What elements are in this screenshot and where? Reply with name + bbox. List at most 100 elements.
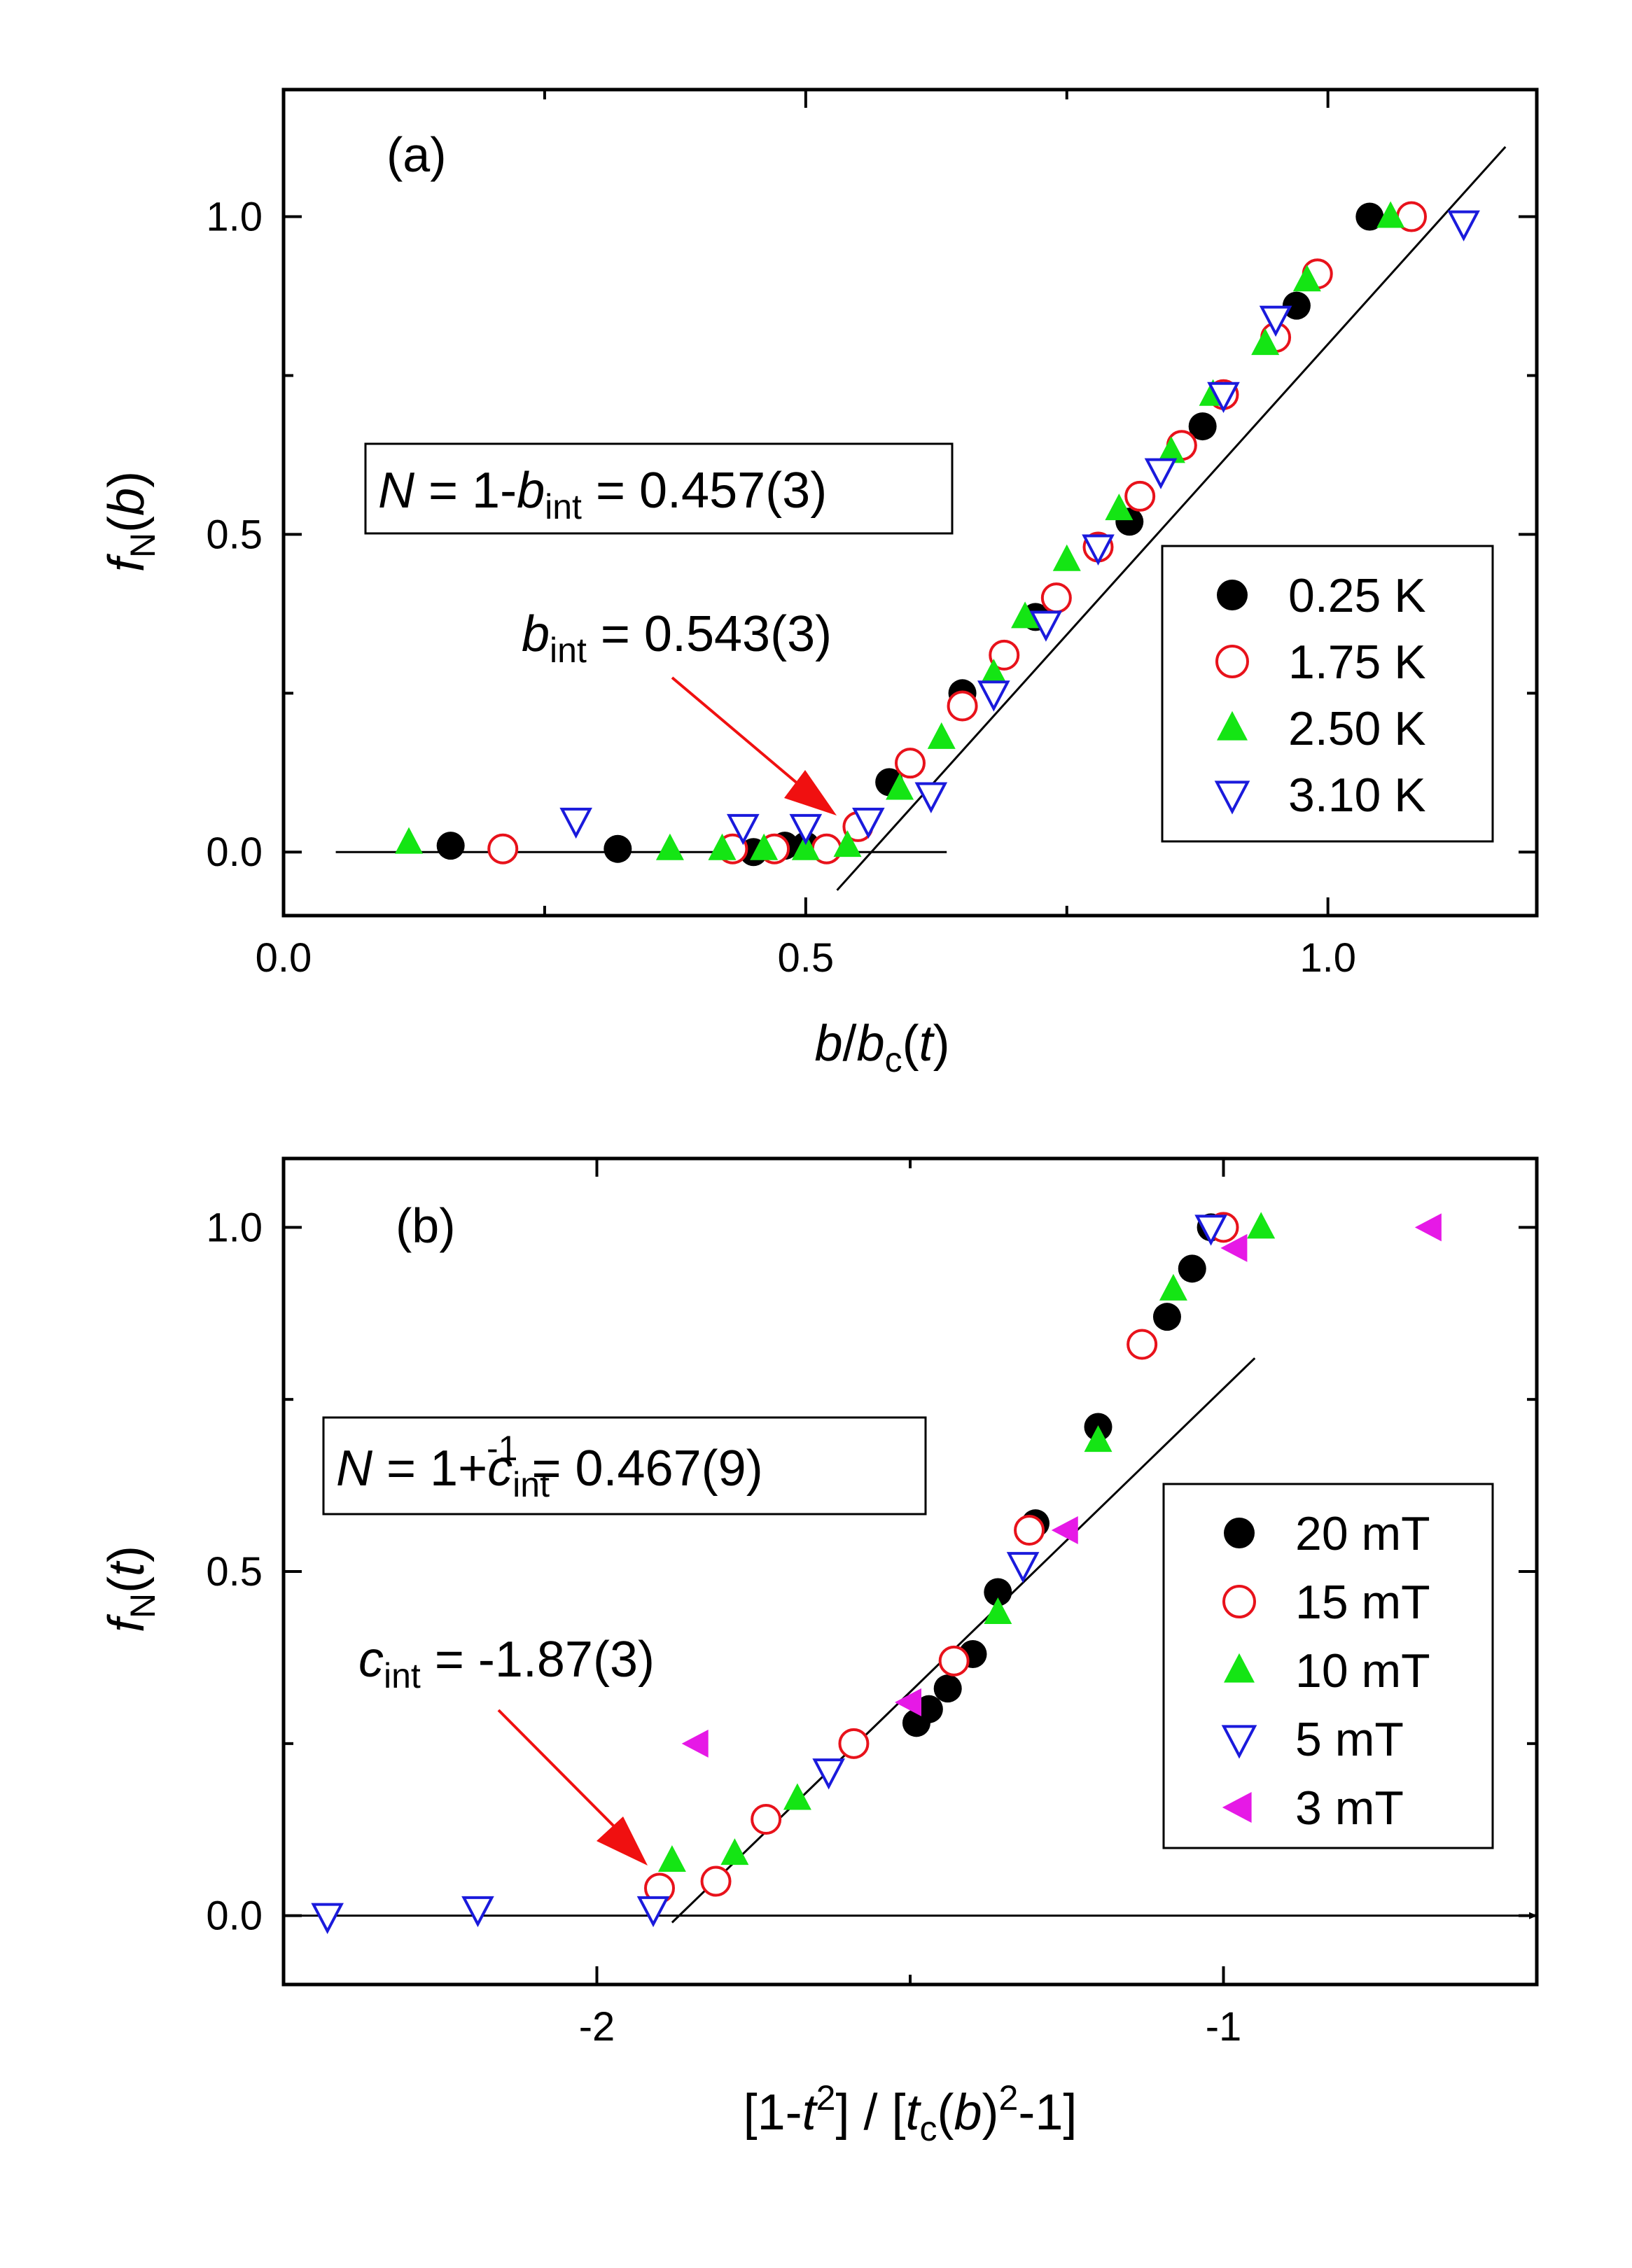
y-tick-label: 1.0 (206, 1205, 263, 1250)
legend-marker-5-mT (1221, 1725, 1257, 1759)
panel-a-ticks: 0.0 0.5 1.0 0.0 0.5 1.0 (206, 90, 1537, 981)
data-point-0_25-K (1355, 202, 1384, 231)
panel-b-ticks: -2 -1 0.0 0.5 1.0 (206, 1158, 1538, 2050)
panel-b-n-equation: N = 1+cint-1 = 0.467(9) (336, 1429, 763, 1504)
data-point-2_50-K (750, 833, 779, 860)
data-point-3_10-K (727, 813, 760, 846)
data-point-20-mT (984, 1578, 1012, 1606)
data-point-3_10-K (914, 782, 948, 813)
data-point-2_50-K (395, 827, 423, 854)
data-point-2_50-K (1376, 201, 1405, 228)
data-point-2_50-K (655, 833, 684, 860)
data-point-3-mT (1414, 1213, 1442, 1242)
data-point-10-mT (984, 1597, 1012, 1624)
data-point-3-mT (1051, 1516, 1078, 1544)
data-point-5-mT (311, 1903, 344, 1934)
data-point-2_50-K (1157, 436, 1185, 463)
legend-label-3_10-K: 3.10 K (1288, 769, 1426, 822)
legend-label-5-mT: 5 mT (1295, 1713, 1404, 1766)
legend-marker-2_50-K (1217, 710, 1248, 741)
legend-marker-15-mT (1222, 1585, 1256, 1618)
data-point-2_50-K (1251, 328, 1280, 356)
panel-b-n-box (322, 1416, 927, 1516)
y-tick-label: 0.0 (206, 830, 263, 875)
data-point-0_25-K (436, 832, 465, 860)
data-point-1_75-K (1124, 480, 1156, 512)
data-point-3-mT (681, 1729, 709, 1758)
data-point-2_50-K (886, 773, 914, 800)
legend-label-15-mT: 15 mT (1295, 1576, 1430, 1629)
data-point-3_10-K (1144, 458, 1178, 489)
legend-marker-20-mT (1224, 1518, 1255, 1548)
panel-a-n-equation: N = 1-bint = 0.457(3) (378, 463, 827, 526)
panel-a-arrow-shaft (671, 676, 800, 785)
data-point-2_50-K (708, 833, 737, 860)
data-point-15-mT (1014, 1515, 1045, 1546)
data-point-1_75-K (895, 748, 926, 779)
panel-b-y-title: fN(t) (99, 1546, 162, 1632)
data-point-10-mT (1159, 1273, 1187, 1301)
data-point-1_75-K (989, 639, 1020, 671)
data-point-5-mT (1194, 1214, 1227, 1246)
legend-label-3-mT: 3 mT (1295, 1782, 1404, 1835)
data-point-3-mT (895, 1688, 921, 1716)
legend-label-20-mT: 20 mT (1295, 1507, 1430, 1560)
data-point-0_25-K (604, 834, 632, 863)
legend-label-10-mT: 10 mT (1295, 1644, 1430, 1698)
y-tick-label: 0.5 (206, 512, 263, 557)
data-point-15-mT (1127, 1329, 1158, 1360)
legend-label-1_75-K: 1.75 K (1288, 636, 1426, 689)
panel-b-legend-items: 20 mT 15 mT 10 mT 5 mT 3 mT (1221, 1507, 1430, 1835)
data-point-2_50-K (979, 659, 1008, 686)
data-point-2_50-K (1011, 601, 1040, 629)
panel-a-y-title: fN(b) (99, 471, 162, 572)
panel-a-data-points (395, 201, 1480, 867)
data-point-3-mT (1220, 1233, 1248, 1262)
legend-label-0_25-K: 0.25 K (1288, 569, 1426, 622)
x-tick-label: 1.0 (1299, 935, 1356, 981)
y-tick-label: 0.5 (206, 1549, 263, 1595)
panel-a: 0.0 0.5 1.0 0.0 0.5 1.0 (a) N = 1-bint = 0.45… (99, 88, 1539, 1079)
legend-marker-0_25-K (1217, 580, 1248, 610)
data-point-20-mT (933, 1674, 962, 1703)
x-tick-label: -2 (579, 2004, 615, 2050)
data-point-5-mT (461, 1896, 494, 1928)
panel-a-x-title: b/bc(t) (814, 1016, 949, 1079)
data-point-5-mT (812, 1758, 845, 1790)
panel-b-x-title: [1-t2] / [tc(b)2-1] (744, 2078, 1077, 2148)
data-point-5-mT (1006, 1552, 1040, 1583)
panel-a-legend-items: 0.25 K 1.75 K 2.50 K 3.10 K (1214, 569, 1426, 822)
data-point-1_75-K (1040, 582, 1072, 614)
data-point-15-mT (838, 1728, 870, 1759)
data-point-10-mT (657, 1845, 686, 1872)
x-tick-label: 0.5 (778, 935, 835, 981)
data-point-20-mT (1178, 1254, 1206, 1283)
panel-b-arrow-shaft (497, 1709, 618, 1830)
data-point-3_10-K (1082, 534, 1115, 566)
data-point-20-mT (914, 1695, 943, 1723)
legend-marker-1_75-K (1215, 645, 1249, 678)
data-point-2_50-K (791, 833, 820, 860)
data-point-3_10-K (789, 813, 823, 846)
data-point-3_10-K (559, 807, 592, 839)
data-point-3_10-K (1029, 610, 1063, 642)
y-tick-label: 1.0 (206, 195, 263, 240)
panel-b-legend (1162, 1483, 1494, 1849)
data-point-0_25-K (1188, 412, 1217, 441)
data-point-3_10-K (1259, 305, 1292, 337)
data-point-15-mT (938, 1645, 970, 1676)
data-point-1_75-K (487, 833, 519, 864)
data-point-15-mT (700, 1865, 732, 1897)
fit-line-linear-fit (836, 146, 1507, 891)
panel-b-label: (b) (396, 1198, 456, 1253)
data-point-10-mT (783, 1783, 811, 1810)
panel-a-label: (a) (386, 127, 447, 182)
panel-a-bint-label: bint = 0.543(3) (522, 606, 832, 670)
legend-marker-10-mT (1224, 1653, 1255, 1683)
x-tick-label: -1 (1206, 2004, 1242, 2050)
data-point-3_10-K (1447, 210, 1480, 241)
panel-a-arrow-head (784, 770, 837, 816)
legend-marker-3_10-K (1214, 780, 1250, 815)
legend-marker-3-mT (1222, 1792, 1252, 1823)
panel-b-cint-label: cint = -1.87(3) (358, 1632, 655, 1695)
